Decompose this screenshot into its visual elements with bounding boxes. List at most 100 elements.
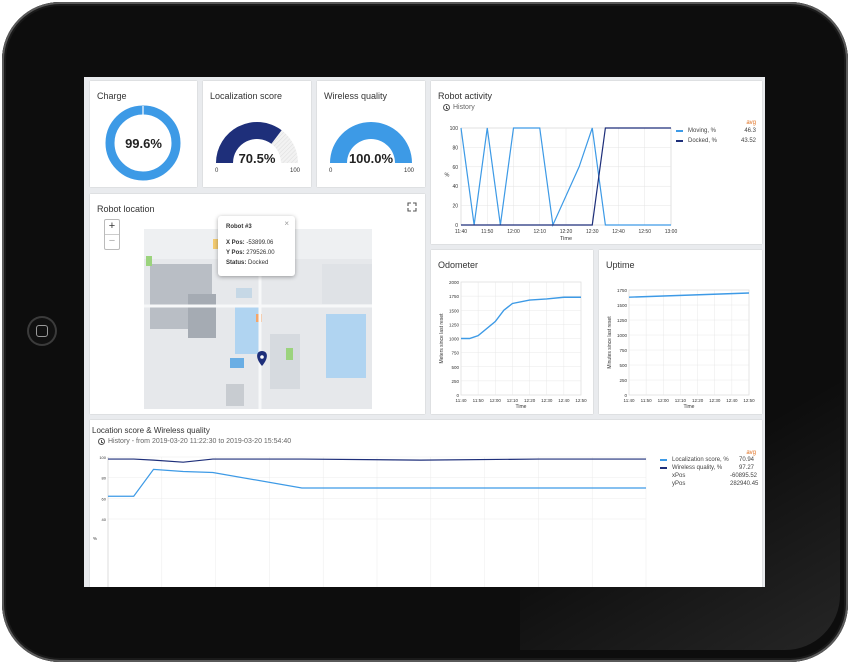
- legend-item-localization[interactable]: Localization score, % 70.94: [660, 456, 756, 464]
- x-tick-label: 11:40: [624, 398, 635, 403]
- popup-close-button[interactable]: ×: [284, 219, 289, 228]
- legend-value: 282940.45: [730, 481, 759, 487]
- popup-status-row: Status: Docked: [226, 260, 268, 266]
- popup-status-label: Status:: [226, 260, 247, 266]
- x-tick-label: 12:10: [507, 398, 519, 403]
- x-axis-label: Time: [516, 404, 527, 410]
- x-tick-label: 11:50: [481, 229, 493, 235]
- legend-item-xpos[interactable]: xPos -60895.52: [660, 472, 758, 480]
- y-tick-label: 1750: [449, 294, 460, 299]
- popup-x-row: X Pos: -53899.06: [226, 240, 273, 246]
- legend-item-moving[interactable]: Moving, % 46.3: [676, 126, 756, 136]
- x-tick-label: 12:00: [507, 229, 520, 235]
- popup-x-label: X Pos:: [226, 240, 245, 246]
- history-range[interactable]: History - from 2019-03-20 11:22:30 to 20…: [98, 438, 291, 445]
- legend-item-wireless[interactable]: Wireless quality, % 97.27: [660, 464, 756, 472]
- popup-y-label: Y Pos:: [226, 250, 245, 256]
- y-axis-label: Meters since last reset: [439, 313, 445, 364]
- legend-item-docked[interactable]: Docked, % 43.52: [676, 136, 756, 146]
- home-square-icon: [36, 325, 48, 337]
- wireless-title: Wireless quality: [324, 91, 388, 101]
- legend-label: yPos: [672, 481, 686, 487]
- uptime-chart: 1750 1500 1250 1000 750 500 250 011:40 11:50 12:0…: [607, 288, 755, 410]
- y-tick-label: 40: [102, 517, 107, 522]
- y-tick-label: 500: [451, 365, 459, 370]
- legend-value: -60895.52: [730, 473, 758, 479]
- charge-value: 99.6%: [125, 136, 162, 151]
- legend-label: Wireless quality, %: [672, 465, 723, 471]
- legend-value: 70.94: [738, 457, 754, 463]
- history-range-label: History - from 2019-03-20 11:22:30 to 20…: [108, 438, 292, 445]
- robot-activity-title: Robot activity: [438, 91, 493, 101]
- robot-activity-chart: 100 80 60 40 20 011:40 11:50 12:00 12:10 12:20 12:…: [445, 126, 678, 242]
- map-room: [235, 306, 259, 354]
- robot-activity-panel: Robot activity History 100 80 60 40 20 0 11:40…: [431, 81, 762, 244]
- x-tick-label: 12:10: [675, 398, 687, 403]
- robot-location-title: Robot location: [97, 204, 155, 214]
- wireless-gauge: [330, 122, 412, 163]
- robot-pin-dot: [260, 355, 264, 359]
- map-area: [322, 264, 372, 304]
- history-title: Location score & Wireless quality: [92, 426, 210, 435]
- popup-y-row: Y Pos: 279526.00: [226, 250, 275, 256]
- localization-gauge: [216, 122, 298, 163]
- series-line: [461, 296, 581, 340]
- map-room: [230, 358, 244, 368]
- x-tick-label: 11:40: [455, 229, 467, 235]
- y-tick-label: 500: [619, 363, 627, 368]
- x-tick-label: 12:30: [586, 229, 599, 235]
- y-tick-label: 1500: [617, 303, 628, 308]
- map-marker-green: [146, 256, 152, 266]
- y-axis-label: %: [93, 536, 97, 541]
- localization-title: Localization score: [210, 91, 283, 101]
- odometer-chart: 2000 1750 1500 1250 1000 750 500 250 011:40 11:50…: [439, 280, 587, 410]
- odometer-title: Odometer: [438, 260, 479, 270]
- legend-swatch: [660, 459, 667, 461]
- zoom-out-button[interactable]: −: [105, 234, 119, 249]
- popup-title: Robot #3: [226, 224, 252, 230]
- popup-x-value: -53899.06: [246, 240, 274, 246]
- x-tick-label: 12:00: [658, 398, 670, 403]
- robot-activity-history[interactable]: History: [443, 104, 475, 111]
- series-line: [461, 127, 671, 226]
- dashboard-screen: Charge 99.6% Localization score 70.5% 0 …: [84, 77, 765, 587]
- charge-donut: [105, 105, 181, 181]
- wireless-value: 100.0%: [348, 151, 394, 166]
- y-tick-label: 750: [619, 348, 627, 353]
- robot-activity-history-label: History: [453, 104, 475, 111]
- y-tick-label: 0: [624, 393, 627, 398]
- y-axis-label: %: [445, 173, 450, 179]
- x-tick-label: 12:40: [558, 398, 570, 403]
- x-tick-label: 11:50: [641, 398, 652, 403]
- x-tick-label: 12:50: [575, 398, 587, 403]
- series-line: [628, 292, 750, 298]
- zoom-in-button[interactable]: +: [108, 220, 116, 232]
- y-tick-label: 1500: [449, 308, 460, 313]
- legend-item-ypos[interactable]: yPos 282940.45: [660, 480, 759, 488]
- x-tick-label: 12:20: [560, 229, 573, 235]
- x-tick-label: 12:40: [612, 229, 625, 235]
- uptime-title: Uptime: [606, 260, 635, 270]
- home-button[interactable]: [27, 316, 57, 346]
- y-tick-label: 60: [452, 165, 458, 171]
- y-tick-label: 100: [450, 126, 459, 132]
- series-line: [108, 468, 646, 497]
- y-tick-label: 1250: [449, 322, 460, 327]
- uptime-panel: Uptime 1750 1500 1250 1000 750 500 250 0 11:40 11…: [599, 250, 762, 414]
- localization-max: 100: [290, 168, 301, 174]
- legend-label: xPos: [672, 473, 686, 479]
- x-tick-label: 12:30: [541, 398, 553, 403]
- x-tick-label: 11:50: [473, 398, 484, 403]
- x-tick-label: 12:00: [490, 398, 502, 403]
- y-tick-label: 250: [451, 379, 459, 384]
- series-line: [108, 458, 646, 463]
- wireless-max: 100: [404, 168, 415, 174]
- y-tick-label: 60: [102, 496, 107, 501]
- legend-value: 46.3: [744, 128, 756, 134]
- localization-value: 70.5%: [238, 151, 276, 166]
- y-tick-label: 250: [619, 378, 627, 383]
- history-chart: 100 80 60 40%: [93, 455, 647, 587]
- y-tick-label: 1750: [617, 288, 628, 293]
- y-axis-label: Minutes since last reset: [607, 316, 613, 369]
- fullscreen-icon[interactable]: [407, 202, 417, 212]
